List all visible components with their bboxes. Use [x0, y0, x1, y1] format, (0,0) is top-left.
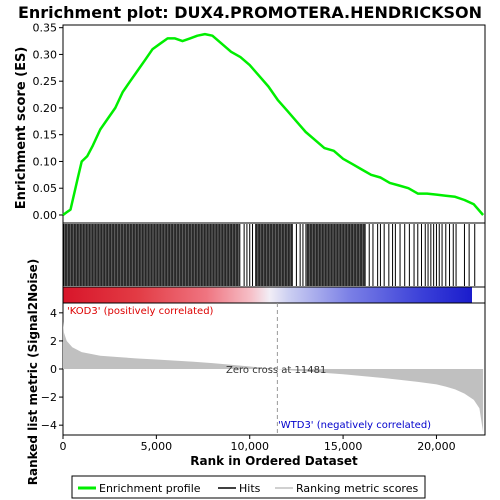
es-y-tick-label: 0.20 [33, 102, 58, 115]
es-y-tick-label: 0.15 [33, 129, 58, 142]
ranking-x-ticks: 0 5,000 10,000 15,000 20,000 [60, 435, 456, 453]
ranking-y-ticks: −4 −2 0 2 4 [41, 307, 63, 432]
x-tick-label: 20,000 [417, 440, 456, 453]
ranking-metric-area [63, 321, 484, 433]
hits-panel [62, 222, 486, 288]
hit-markers [243, 224, 476, 286]
positive-correlation-label: 'KOD3' (positively correlated) [67, 306, 214, 317]
x-tick-label: 10,000 [230, 440, 269, 453]
rank-color-gradient [63, 287, 472, 303]
es-y-tick-label: 0.25 [33, 75, 58, 88]
es-y-tick-label: 0.30 [33, 48, 58, 61]
enrichment-profile-line [62, 32, 485, 217]
es-y-tick-label: 0.05 [33, 182, 58, 195]
x-tick-label: 0 [60, 440, 67, 453]
legend-hits-label: Hits [239, 482, 261, 495]
es-y-axis-label: Enrichment score (ES) [14, 47, 29, 210]
es-y-tick-label: 0.10 [33, 155, 58, 168]
ranking-y-tick-label: −2 [41, 391, 57, 404]
ranking-panel: −4 −2 0 2 4 0 5,000 10,000 15,000 20,000 'KOD3' … [26, 259, 486, 486]
legend: Enrichment profile Hits Ranking metric s… [71, 475, 426, 499]
x-tick-label: 15,000 [324, 440, 363, 453]
ranking-y-axis-label: Ranked list metric (Signal2Noise) [26, 259, 40, 486]
legend-ranking-label: Ranking metric scores [296, 482, 418, 495]
es-panel: 0.00 0.05 0.10 0.15 0.20 0.25 0.30 0.35 Enrichm… [14, 22, 486, 224]
hits-dense-bands [62, 224, 366, 286]
es-y-ticks: 0.00 0.05 0.10 0.15 0.20 0.25 0.30 0.35 [33, 22, 63, 222]
legend-frame [71, 475, 426, 499]
zero-cross-label: Zero cross at 11481 [226, 365, 326, 376]
ranking-y-tick-label: −4 [41, 419, 57, 432]
es-y-tick-label: 0.00 [33, 209, 58, 222]
es-panel-frame [62, 24, 486, 224]
ranking-y-tick-label: 4 [50, 307, 57, 320]
ranking-y-tick-label: 2 [50, 335, 57, 348]
ranking-y-tick-label: 0 [50, 363, 57, 376]
negative-correlation-label: 'WTD3' (negatively correlated) [278, 420, 431, 431]
legend-enrichment-label: Enrichment profile [99, 482, 201, 495]
es-y-tick-label: 0.35 [33, 22, 58, 35]
x-axis-label: Rank in Ordered Dataset [190, 454, 358, 468]
rank-color-bar [62, 286, 486, 304]
chart-title: Enrichment plot: DUX4.PROMOTERA.HENDRICK… [18, 3, 482, 22]
x-tick-label: 5,000 [141, 440, 173, 453]
